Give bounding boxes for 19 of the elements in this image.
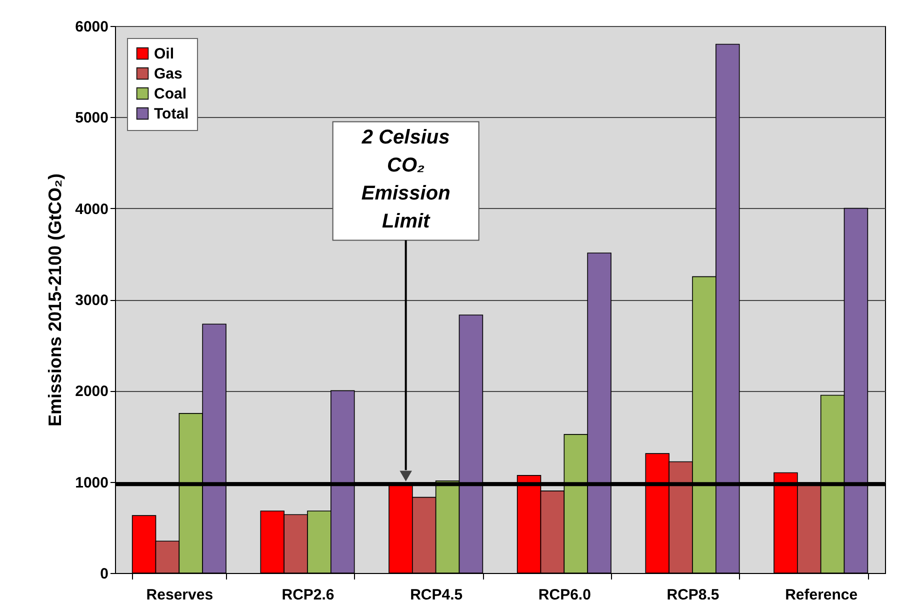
y-tick-label: 5000 (75, 110, 108, 127)
x-tick-label: RCP6.0 (538, 586, 591, 604)
y-tick-label: 1000 (75, 474, 108, 492)
x-tick-label: RCP4.5 (410, 586, 463, 604)
y-axis-title: Emissions 2015-2100 (GtCO₂) (45, 173, 66, 427)
legend-label: Total (154, 106, 189, 122)
legend-label: Oil (154, 46, 174, 62)
y-tick-label: 6000 (75, 18, 108, 36)
y-tick-label: 0 (100, 566, 108, 582)
y-tick-label: 3000 (75, 292, 108, 309)
x-tick-label: Reference (785, 586, 858, 604)
legend-label: Coal (154, 86, 187, 102)
x-tick-label: RCP8.5 (666, 586, 720, 604)
y-tick-label: 4000 (75, 200, 108, 218)
x-tick-label: Reserves (146, 586, 214, 604)
y-tick-label: 2000 (75, 383, 108, 400)
legend-label: Gas (154, 66, 182, 82)
x-tick-label: RCP2.6 (282, 586, 334, 604)
annotation: 2 Celsius CO₂ Emission Limit (360, 126, 450, 233)
